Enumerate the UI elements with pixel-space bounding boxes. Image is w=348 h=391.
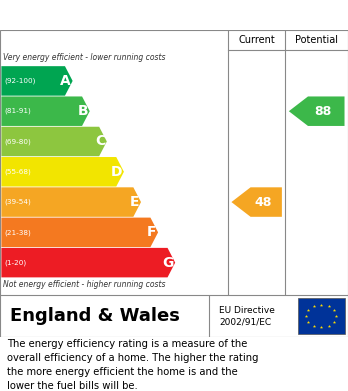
- Polygon shape: [231, 187, 282, 217]
- Text: 48: 48: [254, 196, 271, 208]
- Text: E: E: [130, 195, 139, 209]
- Polygon shape: [1, 157, 124, 187]
- Text: (69-80): (69-80): [4, 138, 31, 145]
- FancyBboxPatch shape: [298, 298, 345, 334]
- Text: EU Directive: EU Directive: [219, 307, 275, 316]
- Polygon shape: [289, 97, 345, 126]
- Text: (1-20): (1-20): [4, 259, 26, 266]
- Polygon shape: [1, 248, 175, 277]
- Polygon shape: [1, 218, 158, 247]
- Text: A: A: [60, 74, 71, 88]
- Text: England & Wales: England & Wales: [10, 307, 180, 325]
- Polygon shape: [1, 127, 107, 156]
- Text: Current: Current: [238, 35, 275, 45]
- Text: B: B: [77, 104, 88, 118]
- Text: (92-100): (92-100): [4, 78, 35, 84]
- Text: D: D: [111, 165, 122, 179]
- Text: The energy efficiency rating is a measure of the
overall efficiency of a home. T: The energy efficiency rating is a measur…: [7, 339, 259, 391]
- Text: Energy Efficiency Rating: Energy Efficiency Rating: [63, 7, 285, 23]
- Text: 2002/91/EC: 2002/91/EC: [219, 318, 271, 327]
- Text: G: G: [162, 256, 173, 270]
- Polygon shape: [1, 187, 141, 217]
- Polygon shape: [1, 97, 90, 126]
- Text: Not energy efficient - higher running costs: Not energy efficient - higher running co…: [3, 280, 166, 289]
- Text: Potential: Potential: [295, 35, 338, 45]
- Text: Very energy efficient - lower running costs: Very energy efficient - lower running co…: [3, 52, 166, 61]
- Text: (81-91): (81-91): [4, 108, 31, 115]
- Text: (21-38): (21-38): [4, 229, 31, 236]
- Text: 88: 88: [314, 105, 332, 118]
- Text: (55-68): (55-68): [4, 169, 31, 175]
- Text: (39-54): (39-54): [4, 199, 31, 205]
- Text: C: C: [95, 135, 105, 149]
- Polygon shape: [1, 66, 73, 96]
- Text: F: F: [147, 225, 156, 239]
